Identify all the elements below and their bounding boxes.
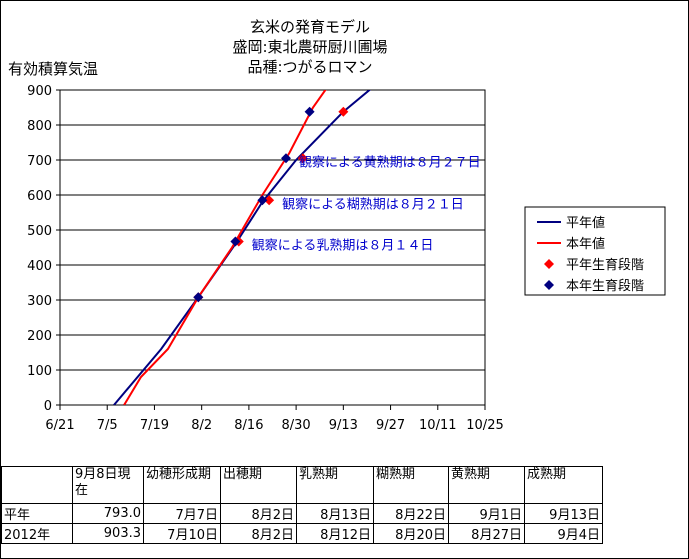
stage-marker [230,236,241,247]
y-tick-label: 100 [27,364,52,379]
y-tick-label: 400 [27,259,52,274]
chart-title-line: 玄米の発育モデル [250,18,370,36]
table-cell: 903.3 [72,523,144,544]
table-row: 2012年 903.3 7月10日 8月2日 8月12日 8月20日 8月27日 9月4日 [1,523,603,544]
table-cell: 8月22日 [373,503,449,524]
annotations: 観察による黄熟期は８月２７日観察による糊熟期は８月２１日観察による乳熟期は８月１… [252,154,481,253]
x-tick-label: 7/5 [97,418,118,433]
stage-table: 9月8日現在 幼穂形成期 出穂期 乳熟期 糊熟期 黄熟期 成熟期 平年 793.0 7月7日 8月… [1,466,603,544]
y-tick-label: 0 [44,399,52,414]
legend-label: 平年生育段階 [566,257,644,273]
chart-title-line: 品種:つがるロマン [247,58,372,76]
table-cell: 7月10日 [143,523,221,544]
series-line [113,90,372,405]
legend-label: 本年値 [566,236,605,252]
stage-marker [338,106,349,117]
y-tick-label: 600 [27,189,52,204]
stage-marker [280,153,291,164]
table-cell: 793.0 [72,503,144,524]
stage-marker [264,195,275,206]
table-row: 平年 793.0 7月7日 8月2日 8月13日 8月22日 9月1日 9月13日 [1,503,603,524]
table-cell: 7月7日 [143,503,221,524]
y-tick-label: 700 [27,154,52,169]
table-header-cell: 幼穂形成期 [143,466,221,504]
table-cell: 8月13日 [296,503,374,524]
table-cell: 8月2日 [220,503,297,524]
stage-marker [257,195,268,206]
stage-marker [297,153,308,164]
legend-label: 平年値 [566,215,605,231]
legend-swatch [544,259,554,269]
series-line [123,90,327,405]
table-cell: 8月12日 [296,523,374,544]
table-header-cell: 9月8日現在 [72,466,144,504]
annotation-label: 観察による糊熟期は８月２１日 [282,196,464,212]
x-tick-label: 8/16 [234,418,263,433]
legend-label: 本年生育段階 [566,278,644,294]
chart-title-line: 盛岡:東北農研厨川圃場 [232,38,387,56]
x-tick-label: 9/13 [329,418,358,433]
gridlines [60,124,485,371]
stage-marker [304,106,315,117]
y-tick-label: 500 [27,224,52,239]
stage-marker [193,292,204,303]
table-header-cell: 出穂期 [220,466,297,504]
table-header-cell: 乳熟期 [296,466,374,504]
x-tick-label: 9/27 [376,418,405,433]
y-tick-label: 300 [27,294,52,309]
table-cell: 2012年 [1,523,73,544]
table-cell: 8月2日 [220,523,297,544]
table-body: 平年 793.0 7月7日 8月2日 8月13日 8月22日 9月1日 9月13日 2012年 9… [1,503,603,544]
table-header-cell [1,466,73,504]
table-header-cell: 糊熟期 [373,466,449,504]
x-tick-label: 7/19 [140,418,169,433]
table-cell: 平年 [1,503,73,524]
y-tick-label: 800 [27,119,52,134]
table-header-cell: 成熟期 [524,466,603,504]
table-cell: 9月4日 [524,523,603,544]
x-tick-label: 6/21 [45,418,74,433]
y-tick-label: 900 [27,84,52,99]
legend-swatch [544,280,554,290]
x-tick-label: 8/30 [282,418,311,433]
axes: 0 100 200 300 400 500 600 700 800 900 6/21 7/5 7/19 8… [27,84,504,433]
table-cell: 8月27日 [448,523,525,544]
x-tick-label: 10/11 [419,418,456,433]
table-header-cell: 黄熟期 [448,466,525,504]
x-tick-label: 10/25 [466,418,503,433]
annotation-label: 観察による乳熟期は８月１４日 [252,238,434,254]
annotation-label: 観察による黄熟期は８月２７日 [299,154,481,170]
y-tick-label: 200 [27,329,52,344]
plot-area [59,89,486,406]
x-tick-label: 8/2 [191,418,212,433]
table-cell: 9月1日 [448,503,525,524]
table-header: 9月8日現在 幼穂形成期 出穂期 乳熟期 糊熟期 黄熟期 成熟期 [1,466,603,504]
table-cell: 9月13日 [524,503,603,524]
series-layer [113,90,372,405]
table-cell: 8月20日 [373,523,449,544]
y-axis-label: 有効積算気温 [8,60,98,78]
